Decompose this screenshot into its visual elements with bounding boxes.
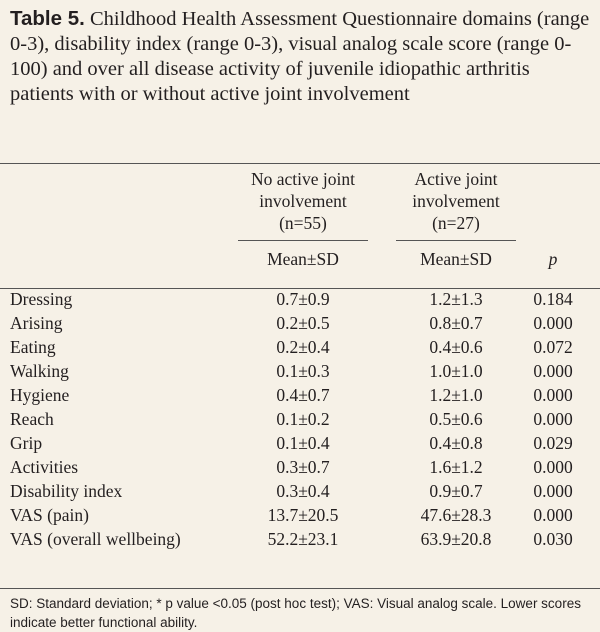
cell: 47.6±28.3 xyxy=(420,505,492,525)
table-row: Arising 0.2±0.5 0.8±0.7 0.000 xyxy=(10,311,590,335)
row-label: Eating xyxy=(10,337,56,357)
blank-cell xyxy=(10,168,238,241)
header-rule xyxy=(0,288,600,289)
table-figure: Table 5. Childhood Health Assessment Que… xyxy=(0,6,600,630)
cell: 0.000 xyxy=(533,361,573,381)
row-label: Dressing xyxy=(10,289,73,309)
cell: 0.000 xyxy=(533,481,573,501)
cell: 0.3±0.4 xyxy=(276,481,330,501)
cell: 0.2±0.4 xyxy=(276,337,330,357)
table-row: Hygiene 0.4±0.7 1.2±1.0 0.000 xyxy=(10,383,590,407)
cell: 0.5±0.6 xyxy=(429,409,483,429)
table-row: Grip 0.1±0.4 0.4±0.8 0.029 xyxy=(10,431,590,455)
table-row: Activities 0.3±0.7 1.6±1.2 0.000 xyxy=(10,455,590,479)
row-label: Grip xyxy=(10,433,43,453)
row-label: VAS (overall wellbeing) xyxy=(10,529,181,549)
cell: 0.1±0.3 xyxy=(276,361,330,381)
column-header: Mean±SD xyxy=(267,248,339,269)
cell: 0.1±0.4 xyxy=(276,433,330,453)
table-row: Walking 0.1±0.3 1.0±1.0 0.000 xyxy=(10,359,590,383)
blank-cell xyxy=(368,311,396,335)
cell: 0.029 xyxy=(533,433,573,453)
row-label: Hygiene xyxy=(10,385,70,405)
blank-cell xyxy=(516,168,590,241)
table-row: Dressing 0.7±0.9 1.2±1.3 0.184 xyxy=(10,287,590,311)
cell: 0.4±0.7 xyxy=(276,385,330,405)
cell: 0.7±0.9 xyxy=(276,289,330,309)
row-label: Disability index xyxy=(10,481,123,501)
table-row: Disability index 0.3±0.4 0.9±0.7 0.000 xyxy=(10,479,590,503)
caption-label: Table 5. xyxy=(10,7,85,30)
blank-cell xyxy=(368,431,396,455)
cell: 0.3±0.7 xyxy=(276,457,330,477)
blank-cell xyxy=(368,168,396,241)
cell: 13.7±20.5 xyxy=(267,505,339,525)
cell: 0.072 xyxy=(533,337,573,357)
cell: 0.000 xyxy=(533,385,573,405)
cell: 1.2±1.3 xyxy=(429,289,483,309)
cell: 0.000 xyxy=(533,457,573,477)
bottom-rule xyxy=(0,588,600,589)
row-label: Arising xyxy=(10,313,63,333)
data-table: No active joint involvement (n=55) Active… xyxy=(10,168,590,551)
cell: 0.2±0.5 xyxy=(276,313,330,333)
spacer-row xyxy=(10,277,590,287)
footnote: SD: Standard deviation; * p value <0.05 … xyxy=(10,596,581,630)
cell: 0.030 xyxy=(533,529,573,549)
cell: 1.0±1.0 xyxy=(429,361,483,381)
caption: Table 5. Childhood Health Assessment Que… xyxy=(10,6,592,107)
row-label: Walking xyxy=(10,361,69,381)
cell: 0.000 xyxy=(533,409,573,429)
cell: 1.6±1.2 xyxy=(429,457,483,477)
cell: 0.4±0.6 xyxy=(429,337,483,357)
row-label: Reach xyxy=(10,409,54,429)
cell: 0.1±0.2 xyxy=(276,409,330,429)
cell: 52.2±23.1 xyxy=(267,529,339,549)
top-rule xyxy=(0,163,600,164)
cell: 1.2±1.0 xyxy=(429,385,483,405)
blank-cell xyxy=(368,479,396,503)
cell: 63.9±20.8 xyxy=(420,529,492,549)
caption-text: Childhood Health Assessment Questionnair… xyxy=(10,8,590,105)
spacer-cell xyxy=(10,277,590,287)
table-row: Eating 0.2±0.4 0.4±0.6 0.072 xyxy=(10,335,590,359)
column-header: p xyxy=(548,248,558,269)
blank-cell xyxy=(368,383,396,407)
blank-cell xyxy=(368,527,396,551)
row-label: VAS (pain) xyxy=(10,505,89,525)
blank-cell xyxy=(368,503,396,527)
row-label: Activities xyxy=(10,457,79,477)
column-header: Mean±SD xyxy=(420,248,492,269)
group-header: Active joint involvement (n=27) xyxy=(396,168,516,241)
blank-cell xyxy=(368,287,396,311)
blank-cell xyxy=(368,455,396,479)
blank-cell xyxy=(368,335,396,359)
blank-cell xyxy=(368,241,396,277)
blank-cell xyxy=(10,241,238,277)
cell: 0.9±0.7 xyxy=(429,481,483,501)
cell: 0.184 xyxy=(533,289,573,309)
group-header: No active joint involvement (n=55) xyxy=(238,168,368,241)
cell: 0.8±0.7 xyxy=(429,313,483,333)
page: Table 5. Childhood Health Assessment Que… xyxy=(0,6,600,630)
group-header-cell: Active joint involvement (n=27) xyxy=(396,168,516,241)
cell: 0.4±0.8 xyxy=(429,433,483,453)
cell: 0.000 xyxy=(533,313,573,333)
cell: 0.000 xyxy=(533,505,573,525)
blank-cell xyxy=(368,359,396,383)
group-header-cell: No active joint involvement (n=55) xyxy=(238,168,368,241)
blank-cell xyxy=(368,407,396,431)
table-row: VAS (pain) 13.7±20.5 47.6±28.3 0.000 xyxy=(10,503,590,527)
column-header-row: Mean±SD Mean±SD p xyxy=(10,241,590,277)
table-row: VAS (overall wellbeing) 52.2±23.1 63.9±20.… xyxy=(10,527,590,551)
table-row: Reach 0.1±0.2 0.5±0.6 0.000 xyxy=(10,407,590,431)
group-header-row: No active joint involvement (n=55) Active… xyxy=(10,168,590,241)
